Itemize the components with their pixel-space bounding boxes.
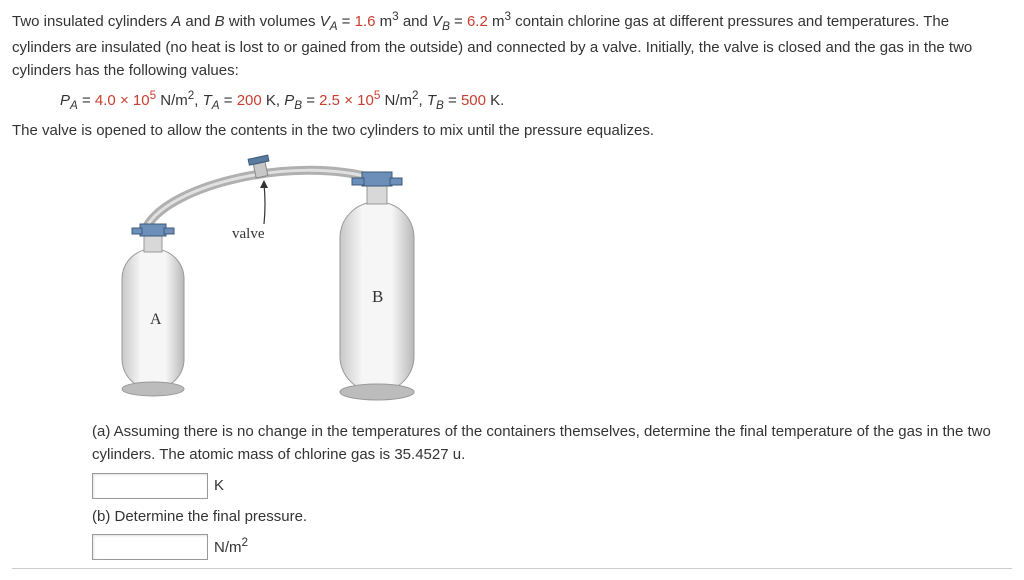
VB-sub: B bbox=[442, 20, 450, 33]
part-a-unit: K bbox=[214, 474, 224, 497]
TB-val: 500 bbox=[461, 92, 486, 109]
TB-sub: B bbox=[436, 99, 444, 112]
sep: , bbox=[194, 92, 202, 109]
line3: The valve is opened to allow the content… bbox=[12, 119, 1012, 142]
part-a-input[interactable] bbox=[92, 473, 208, 499]
PB-unit: N/m2 bbox=[380, 92, 418, 109]
VA-sub: A bbox=[330, 20, 338, 33]
valve-label: valve bbox=[232, 226, 265, 242]
arrow-line bbox=[264, 184, 265, 224]
text: and bbox=[181, 13, 214, 30]
PA-unit: N/m2 bbox=[156, 92, 194, 109]
problem-intro: Two insulated cylinders A and B with vol… bbox=[12, 8, 1012, 83]
VB-symbol: V bbox=[432, 13, 442, 30]
part-b-answer-row: N/m2 bbox=[92, 534, 1012, 560]
part-a-answer-row: K bbox=[92, 473, 1012, 499]
part-b: (b) Determine the final pressure. N/m2 bbox=[12, 505, 1012, 560]
text: m bbox=[488, 13, 505, 30]
PB-sym: P bbox=[284, 92, 294, 109]
label-B: B bbox=[215, 13, 225, 30]
cylinder-A: A bbox=[122, 224, 184, 396]
PA-val: 4.0 × 105 bbox=[95, 92, 156, 109]
TA-sub: A bbox=[212, 99, 220, 112]
TB-unit: K. bbox=[486, 92, 504, 109]
part-b-unit: N/m2 bbox=[214, 534, 248, 559]
text: = bbox=[450, 13, 467, 30]
divider bbox=[12, 568, 1012, 569]
cylinders-svg: A B valve bbox=[92, 154, 492, 404]
text: = bbox=[78, 92, 95, 109]
label-A: A bbox=[171, 13, 181, 30]
text: = bbox=[444, 92, 461, 109]
text: with volumes bbox=[225, 13, 320, 30]
part-a-text: (a) Assuming there is no change in the t… bbox=[92, 420, 1012, 467]
TA-val: 200 bbox=[237, 92, 262, 109]
VA-symbol: V bbox=[320, 13, 330, 30]
PB-val: 2.5 × 105 bbox=[319, 92, 380, 109]
PA-sym: P bbox=[60, 92, 70, 109]
text: m bbox=[375, 13, 392, 30]
text: = bbox=[338, 13, 355, 30]
figure-cylinders: A B valve bbox=[12, 146, 1012, 414]
text: and bbox=[399, 13, 432, 30]
part-b-text: (b) Determine the final pressure. bbox=[92, 505, 1012, 528]
initial-conditions: PA = 4.0 × 105 N/m2, TA = 200 K, PB = 2.… bbox=[12, 87, 1012, 115]
label-A-text: A bbox=[150, 311, 162, 328]
PA-sub: A bbox=[70, 99, 78, 112]
VB-value: 6.2 bbox=[467, 13, 488, 30]
sep: , bbox=[419, 92, 427, 109]
text: Two insulated cylinders bbox=[12, 13, 171, 30]
PB-sub: B bbox=[294, 99, 302, 112]
part-a: (a) Assuming there is no change in the t… bbox=[12, 420, 1012, 499]
label-B-text: B bbox=[372, 287, 383, 306]
sep: , bbox=[276, 92, 284, 109]
arrow-head bbox=[260, 180, 268, 188]
TB-sym: T bbox=[427, 92, 436, 109]
text: = bbox=[220, 92, 237, 109]
cylinder-B: B bbox=[340, 172, 414, 400]
TA-unit: K bbox=[262, 92, 276, 109]
text: = bbox=[302, 92, 319, 109]
part-b-input[interactable] bbox=[92, 534, 208, 560]
TA-sym: T bbox=[203, 92, 212, 109]
VA-value: 1.6 bbox=[355, 13, 376, 30]
